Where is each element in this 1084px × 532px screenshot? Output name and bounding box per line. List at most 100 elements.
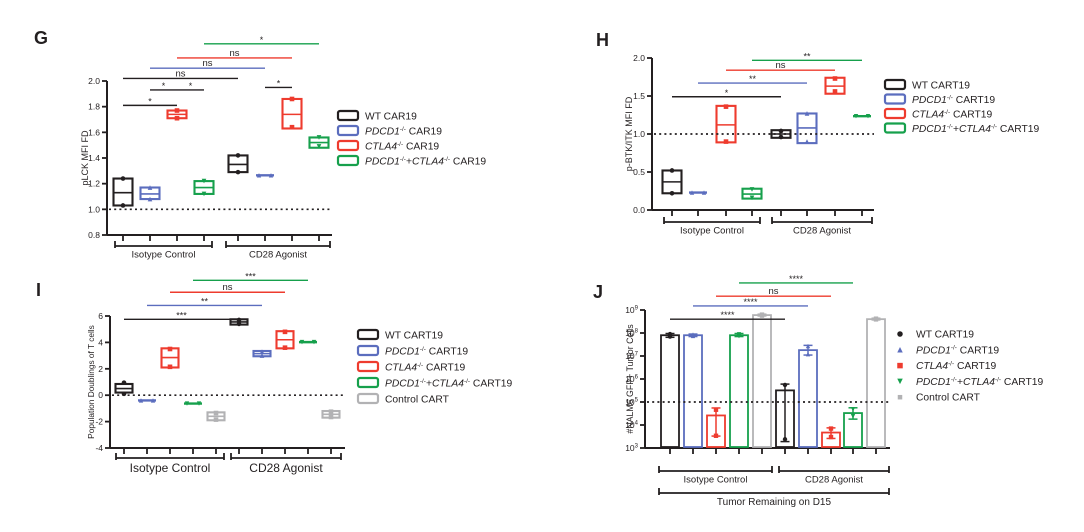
y-tick-label: 109: [625, 305, 638, 315]
svg-text:CTLA4-/- CAR19: CTLA4-/- CAR19: [365, 141, 439, 153]
svg-text:PDCD1-/-+CTLA4-/- CAR19: PDCD1-/-+CTLA4-/- CAR19: [365, 156, 486, 168]
legend: WT CAR19 PDCD1-/- CAR19 CTLA4-/- CAR19 PDCD…: [336, 109, 486, 168]
group-label: CD28 Agonist: [249, 461, 323, 475]
svg-text:CTLA4-/- CART19: CTLA4-/- CART19: [916, 361, 997, 373]
y-tick-label: 103: [625, 443, 638, 453]
significance-label: ns: [175, 68, 185, 79]
y-tick-label: -4: [95, 443, 103, 453]
group-label: Isotype Control: [680, 226, 744, 237]
significance-label: ns: [202, 58, 212, 69]
y-tick-label: 106: [625, 374, 638, 384]
y-tick-label: 4: [98, 337, 103, 347]
legend: WT CART19 PDCD1-/- CART19 CTLA4-/- CART19 P…: [883, 78, 1039, 135]
svg-text:WT CART19: WT CART19: [916, 330, 974, 341]
x-axis: [107, 234, 332, 241]
panel-j-label: J: [593, 282, 604, 302]
y-tick-label: 1.4: [88, 153, 100, 163]
legend-swatch: [356, 376, 380, 389]
y-tick-label: 2.0: [88, 76, 100, 86]
significance-label: ns: [768, 286, 778, 297]
legend-swatch: [356, 328, 380, 341]
y-tick-label: -2: [95, 417, 103, 427]
x-axis: [652, 209, 874, 216]
x-axis: [645, 447, 890, 454]
y-axis: 2.0 1.8 1.6 1.4 1.2 1.0 0.8 pLCK MFI FD: [80, 76, 108, 240]
y-tick-label: 6: [98, 311, 103, 321]
plot-data: [660, 312, 886, 448]
y-tick-label: 107: [625, 351, 638, 361]
y-tick-label: 2.0: [633, 53, 645, 63]
legend-swatch: [883, 93, 907, 105]
group-label: Isotype Control: [130, 461, 211, 475]
y-tick-label: 0.8: [88, 230, 100, 240]
y-tick-label: 1.0: [633, 129, 645, 139]
svg-text:WT CART19: WT CART19: [912, 81, 970, 92]
panel-g-chart: 2.0 1.8 1.6 1.4 1.2 1.0 0.8 pLCK MFI FD * * * * ns ns…: [80, 35, 486, 261]
y-tick-label: 104: [625, 420, 638, 430]
significance-label: *: [725, 88, 729, 98]
significance-bars: *****ns***: [124, 271, 308, 320]
y-axis-title: p-BTK/ITK MFI FD: [624, 96, 634, 171]
legend-swatch: [336, 139, 360, 152]
y-tick-label: 0.0: [633, 205, 645, 215]
group-brackets: Isotype Control CD28 Agonist: [114, 241, 331, 261]
group-brackets: Isotype Control CD28 Agonist Tumor Remaini…: [658, 466, 890, 508]
x-axis: [110, 447, 345, 454]
legend-swatch: [336, 109, 360, 122]
group-brackets: Isotype Control CD28 Agonist: [115, 453, 342, 475]
y-tick-label: 1.0: [88, 204, 100, 214]
panel-g-label: G: [34, 28, 49, 48]
plot-data: [112, 96, 330, 208]
svg-text:Control CART: Control CART: [385, 395, 450, 406]
significance-label: ****: [743, 297, 758, 307]
panel-j-chart: 109 108 107 106 105 104 103 #NALM6 GFP+ Tumor C…: [625, 274, 1043, 508]
x-axis-title: Tumor Remaining on D15: [717, 497, 832, 508]
plot-data: [114, 317, 341, 422]
svg-text:PDCD1-/- CAR19: PDCD1-/- CAR19: [365, 126, 442, 138]
legend-swatch: [336, 124, 360, 137]
y-tick-label: 2: [98, 364, 103, 374]
significance-label: *: [277, 78, 281, 88]
significance-label: *: [148, 96, 152, 106]
significance-label: *: [162, 81, 166, 91]
bar: [660, 334, 680, 448]
legend: WT CART19 PDCD1-/- CART19 CTLA4-/- CART19 P…: [897, 330, 1043, 404]
bar: [683, 334, 703, 448]
group-label: CD28 Agonist: [249, 250, 307, 261]
y-axis-title: #NALM6 GFP+ Tumor Cells: [625, 324, 635, 434]
significance-bars: * * * * ns ns ns *: [123, 35, 319, 106]
y-axis: 2.0 1.5 1.0 0.5 0.0 p-BTK/ITK MFI FD: [624, 53, 653, 215]
significance-label: *: [189, 81, 193, 91]
panel-h-label: H: [596, 30, 609, 50]
svg-text:PDCD1-/-+CTLA4-/- CART19: PDCD1-/-+CTLA4-/- CART19: [912, 123, 1039, 135]
y-axis: 109 108 107 106 105 104 103 #NALM6 GFP+ Tumor C…: [625, 305, 646, 453]
svg-text:CTLA4-/- CART19: CTLA4-/- CART19: [385, 362, 466, 374]
svg-text:PDCD1-/- CART19: PDCD1-/- CART19: [916, 345, 999, 357]
bar: [798, 349, 818, 448]
y-tick-label: 105: [625, 397, 638, 407]
legend-swatch: [356, 344, 380, 357]
panel-i-chart: 6 4 2 0 -2 -4 Population Doublings of T cells *…: [86, 271, 512, 475]
significance-label: ns: [222, 282, 232, 293]
svg-text:PDCD1-/- CART19: PDCD1-/- CART19: [385, 346, 468, 358]
legend-swatch: [883, 107, 907, 120]
y-axis: 6 4 2 0 -2 -4 Population Doublings of T cells: [86, 311, 111, 453]
y-axis-title: pLCK MFI FD: [80, 130, 90, 186]
significance-label: ****: [720, 310, 735, 320]
svg-text:Control CART: Control CART: [916, 393, 981, 404]
group-label: CD28 Agonist: [793, 226, 851, 237]
significance-label: ****: [789, 274, 804, 284]
y-tick-label: 0: [98, 390, 103, 400]
significance-label: **: [201, 296, 209, 306]
group-brackets: Isotype Control CD28 Agonist: [663, 217, 873, 237]
significance-bars: **** **** ns ****: [670, 274, 853, 320]
significance-label: ***: [245, 271, 256, 281]
legend-swatch: [356, 392, 380, 405]
bar: [866, 318, 886, 448]
y-tick-label: 1.2: [88, 179, 100, 189]
panel-i-label: I: [36, 280, 42, 300]
legend-swatch: [356, 360, 380, 373]
legend-swatch: [883, 122, 907, 134]
significance-label: **: [749, 74, 757, 84]
